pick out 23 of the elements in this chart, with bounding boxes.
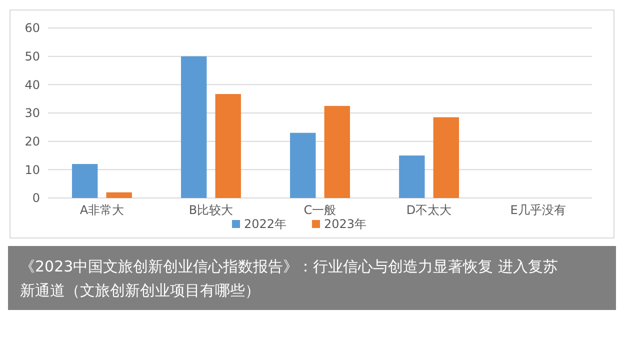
x-tick-label: D不太大 <box>406 203 452 217</box>
y-tick-label: 0 <box>32 191 40 206</box>
text: 《2023中国文旅创新创业信心指数报告》：行业信心与创造力显著恢复 进入复苏新通道（文旅创新创业项目有哪些） <box>20 257 558 300</box>
bar <box>324 106 350 198</box>
legend-label: 2022年 <box>244 217 287 232</box>
y-tick-label: 40 <box>24 78 40 92</box>
bar <box>433 117 459 198</box>
legend-label: 2023年 <box>324 217 367 232</box>
y-tick-label: 10 <box>24 162 40 177</box>
y-tick-label: 60 <box>24 21 40 36</box>
bar <box>72 164 98 198</box>
x-tick-label: A非常大 <box>80 203 124 217</box>
y-tick-label: 30 <box>24 106 40 120</box>
bar <box>290 132 316 198</box>
bar <box>106 192 132 198</box>
bar <box>181 56 207 198</box>
bar <box>215 94 241 198</box>
x-tick-label: E几乎没有 <box>510 203 566 217</box>
x-tick-label: B比较大 <box>188 203 234 217</box>
x-tick-label: C一般 <box>304 203 336 217</box>
y-tick-label: 50 <box>24 50 40 64</box>
bar <box>399 156 425 198</box>
y-tick-label: 20 <box>24 134 40 149</box>
